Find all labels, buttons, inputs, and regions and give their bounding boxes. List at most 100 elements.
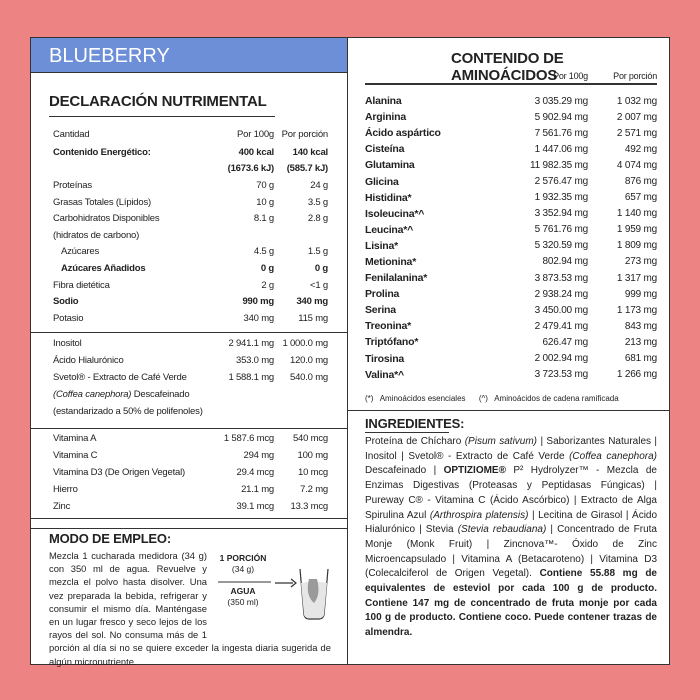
label: Leucina*^ bbox=[365, 223, 414, 236]
value: 10 mcg bbox=[298, 467, 328, 478]
note: (Coffea canephora) Descafeinado bbox=[53, 386, 328, 403]
legend-symbol: (^) bbox=[478, 394, 488, 403]
header-rule bbox=[365, 83, 657, 85]
row: Proteínas 70 g 24 g bbox=[53, 177, 328, 194]
ingredients-title: INGREDIENTES: bbox=[365, 416, 465, 431]
row: Grasas Totales (Lípidos) 10 g 3.5 g bbox=[53, 194, 328, 211]
row: Cisteína 1 447.06 mg 492 mg bbox=[365, 141, 657, 157]
vitamin-rows: Vitamina A 1 587.6 mcg 540 mcg Vitamina C 29… bbox=[53, 430, 328, 515]
note: (hidratos de carbono) bbox=[53, 227, 328, 244]
flavor-banner: BLUEBERRY bbox=[31, 38, 347, 73]
note-part: (Coffea canephora) bbox=[53, 389, 132, 400]
label: Ácido Hialurónico bbox=[53, 355, 124, 366]
value: 4 074 mg bbox=[616, 159, 657, 171]
row: Sodio 990 mg 340 mg bbox=[53, 293, 328, 310]
row: Zinc 39.1 mcg 13.3 mcg bbox=[53, 498, 328, 515]
label: Carbohidratos Disponibles bbox=[53, 213, 160, 225]
label: Hierro bbox=[53, 484, 78, 495]
value: 100 mg bbox=[297, 450, 329, 461]
row: Svetol® - Extracto de Café Verde 1 588.1 … bbox=[53, 369, 328, 386]
value: 1 809 mg bbox=[616, 240, 657, 252]
value: 0 g bbox=[314, 262, 328, 274]
energy-row: Contenido Energético: 400 kcal 140 kcal bbox=[53, 144, 328, 161]
value: 3 352.94 mg bbox=[534, 208, 589, 220]
row: Potasio 340 mg 115 mg bbox=[53, 310, 328, 327]
value: 2 576.47 mg bbox=[534, 176, 589, 188]
value: 120.0 mg bbox=[289, 355, 328, 366]
row: Alanina 3 035.29 mg 1 032 mg bbox=[365, 93, 657, 109]
label: Triptófano* bbox=[365, 336, 419, 349]
spacer bbox=[53, 161, 218, 178]
value: 1 932.35 mg bbox=[534, 192, 589, 204]
value: 8.1 g bbox=[253, 213, 274, 225]
value: 1 173 mg bbox=[616, 304, 657, 316]
row: Fibra dietética 2 g <1 g bbox=[53, 277, 328, 294]
value: 0 g bbox=[260, 262, 274, 274]
value: 294 mg bbox=[243, 450, 275, 461]
label: Glicina bbox=[365, 175, 399, 188]
powder bbox=[307, 579, 319, 603]
label: Potasio bbox=[53, 312, 84, 324]
label: Lisina* bbox=[365, 239, 399, 252]
ingredient: | Concentrado de Fruta Monje (Monk Fruit… bbox=[365, 524, 657, 580]
vitamins-table: Vitamina A 1 587.6 mcg 540 mcg Vitamina C 29… bbox=[53, 430, 328, 515]
value: 540.0 mg bbox=[289, 372, 328, 383]
value: 843 mg bbox=[624, 320, 657, 332]
label: Fenilalanina* bbox=[365, 272, 428, 285]
ingredient: P² Hydrolyzer™ - Mezcla de Enzimas Diges… bbox=[365, 465, 657, 521]
label: Vitamina A bbox=[53, 433, 97, 444]
amino-table: Alanina 3 035.29 mg 1 032 mg Arginina 5 902.… bbox=[365, 93, 657, 383]
value: 657 mg bbox=[624, 192, 657, 204]
value: 70 g bbox=[256, 179, 274, 191]
row: Vitamina D3 (De Origen Vegetal) 29.4 mcg 1… bbox=[53, 464, 328, 481]
water-label: AGUA bbox=[230, 586, 256, 596]
value: 1 000.0 mg bbox=[282, 338, 328, 349]
amino-header: Por 100g Por porción bbox=[365, 68, 657, 85]
value: 3 450.00 mg bbox=[534, 304, 589, 316]
amino-rows: Alanina 3 035.29 mg 1 032 mg Arginina 5 902.… bbox=[365, 93, 657, 383]
value: 3 723.53 mg bbox=[534, 369, 589, 381]
value: 1 588.1 mg bbox=[228, 372, 274, 383]
value: 10 g bbox=[256, 196, 274, 208]
label: Glutamina bbox=[365, 159, 415, 172]
row: (estandarizado a 50% de polifenoles) bbox=[53, 403, 328, 420]
value: 11 982.35 mg bbox=[529, 159, 588, 171]
nutrition-header: Cantidad Por 100g Por porción Contenido En… bbox=[53, 124, 328, 177]
separator bbox=[31, 518, 347, 519]
ingredient-latin: (Arthrospira platensis) bbox=[429, 509, 529, 521]
row: Fenilalanina* 3 873.53 mg 1 317 mg bbox=[365, 270, 657, 286]
arrow-head bbox=[290, 578, 297, 588]
label: Sodio bbox=[53, 296, 79, 308]
value: 5 761.76 mg bbox=[534, 224, 589, 236]
row: Metionina* 802.94 mg 273 mg bbox=[365, 254, 657, 270]
column-header: Por 100g bbox=[553, 71, 588, 82]
legend: (*) Aminoácidos esenciales (^) Aminoácid… bbox=[365, 394, 619, 403]
label: Vitamina C bbox=[53, 450, 98, 461]
energy-value: 400 kcal bbox=[238, 146, 275, 158]
value: 2 g bbox=[261, 279, 274, 291]
note-part: Descafeinado bbox=[133, 389, 190, 400]
value: 1 140 mg bbox=[616, 208, 657, 220]
row: Tirosina 2 002.94 mg 681 mg bbox=[365, 351, 657, 367]
usage-title: MODO DE EMPLEO: bbox=[49, 531, 171, 546]
value: 999 mg bbox=[624, 288, 657, 300]
ingredient: | Lecitina de Girasol | Ácido Hialurónic… bbox=[365, 509, 658, 536]
note-part: (estandarizado a 50% de polifenoles) bbox=[53, 406, 203, 417]
ingredient-brand: OPTIZIOME® bbox=[443, 465, 506, 477]
value: <1 g bbox=[310, 279, 328, 291]
value: 273 mg bbox=[624, 256, 657, 268]
value: 681 mg bbox=[624, 353, 657, 365]
legend-text: Aminoácidos esenciales bbox=[379, 394, 466, 403]
value: 876 mg bbox=[624, 176, 657, 188]
value: 340 mg bbox=[243, 312, 275, 324]
label: Histidina* bbox=[365, 191, 412, 204]
additional-rows: Inositol 2 941.1 mg 1 000.0 mg Ácido Hialur… bbox=[53, 335, 328, 420]
column-header: Por porción bbox=[613, 71, 657, 82]
ingredient-latin: (Coffea canephora) bbox=[569, 450, 657, 462]
value: 213 mg bbox=[624, 336, 657, 348]
row: Leucina*^ 5 761.76 mg 1 959 mg bbox=[365, 222, 657, 238]
value: 24 g bbox=[310, 179, 328, 191]
label: Azúcares Añadidos bbox=[61, 262, 146, 274]
separator bbox=[347, 410, 669, 411]
value: 1 959 mg bbox=[616, 224, 657, 236]
